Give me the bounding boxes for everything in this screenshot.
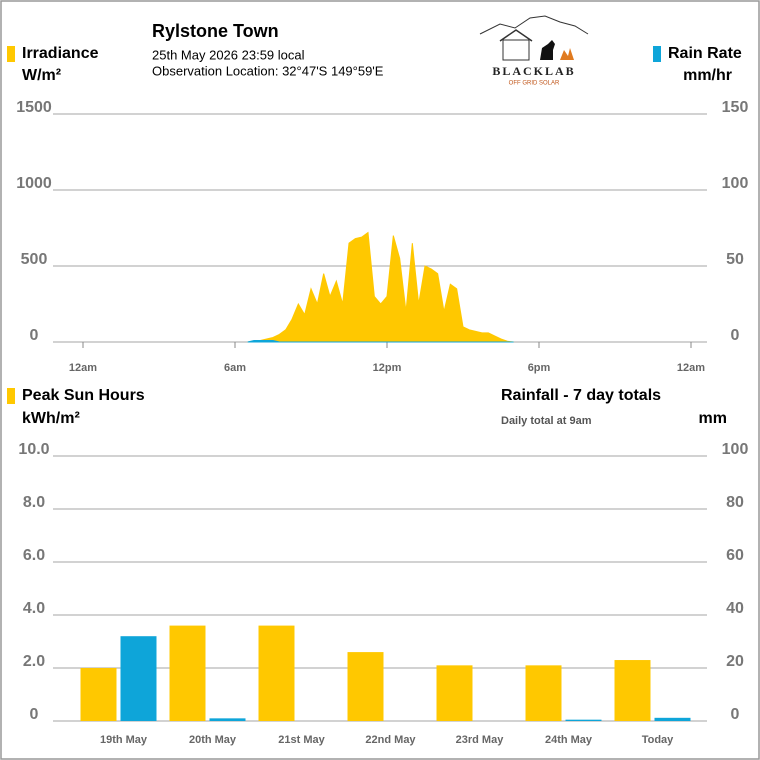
y-tick-label: 10.0 [18,441,49,458]
bar [525,665,562,721]
y-tick-label: 0 [30,706,39,723]
y-tick-label: 500 [21,251,48,268]
y-tick-label: 4.0 [23,600,45,617]
legend-unit: kWh/m² [22,410,80,427]
y-tick-label: 1000 [16,175,52,192]
y2-tick-label: 80 [726,494,744,511]
title: Rylstone Town [152,21,279,41]
x-tick-label: 23rd May [456,734,505,746]
y2-tick-label: 60 [726,547,744,564]
legend-label: Peak Sun Hours [22,387,145,404]
bar [614,660,651,721]
x-tick-label: 12am [677,362,705,374]
x-tick-label: 6am [224,362,246,374]
y-tick-label: 1500 [16,99,52,116]
location: Observation Location: 32°47'S 149°59'E [152,63,384,78]
x-tick-label: 22nd May [365,734,416,746]
y2-tick-label: 100 [722,441,749,458]
y-tick-label: 8.0 [23,494,45,511]
y2-tick-label: 0 [731,327,740,344]
bar [169,625,206,721]
y2-tick-label: 20 [726,653,744,670]
y2-tick-label: 40 [726,600,744,617]
bar [347,652,384,721]
bar [654,717,691,721]
legend-label: Rainfall - 7 day totals [501,387,661,404]
legend-unit: W/m² [22,67,61,84]
legend-swatch [7,46,15,62]
y2-tick-label: 100 [722,175,749,192]
bar [80,668,117,721]
timestamp: 25th May 2026 23:59 local [152,47,305,62]
x-tick-label: 21st May [278,734,325,746]
legend-label: Rain Rate [668,45,742,62]
legend-swatch [653,46,661,62]
bar [565,719,602,721]
legend-unit: mm [699,410,727,427]
y-tick-label: 6.0 [23,547,45,564]
logo: BLACKLAB OFF GRID SOLAR [479,15,589,87]
subtitle: Daily total at 9am [501,415,592,427]
logo-name: BLACKLAB [492,64,575,78]
x-tick-label: 12am [69,362,97,374]
y2-tick-label: 150 [722,99,749,116]
bar [209,718,246,721]
area [247,231,514,343]
bar [436,665,473,721]
legend-label: Irradiance [22,45,99,62]
x-tick-label: 12pm [373,362,402,374]
x-tick-label: 6pm [528,362,551,374]
y2-tick-label: 50 [726,251,744,268]
y-tick-label: 0 [30,327,39,344]
x-tick-label: 24th May [545,734,593,746]
legend-unit: mm/hr [683,67,732,84]
logo-tagline: OFF GRID SOLAR [509,81,560,87]
x-tick-label: 20th May [189,734,237,746]
y-tick-label: 2.0 [23,653,45,670]
x-tick-label: Today [642,734,674,746]
area [247,339,514,343]
bar [258,625,295,721]
bar [120,636,157,721]
x-tick-label: 19th May [100,734,148,746]
y2-tick-label: 0 [731,706,740,723]
legend-swatch [7,388,15,404]
